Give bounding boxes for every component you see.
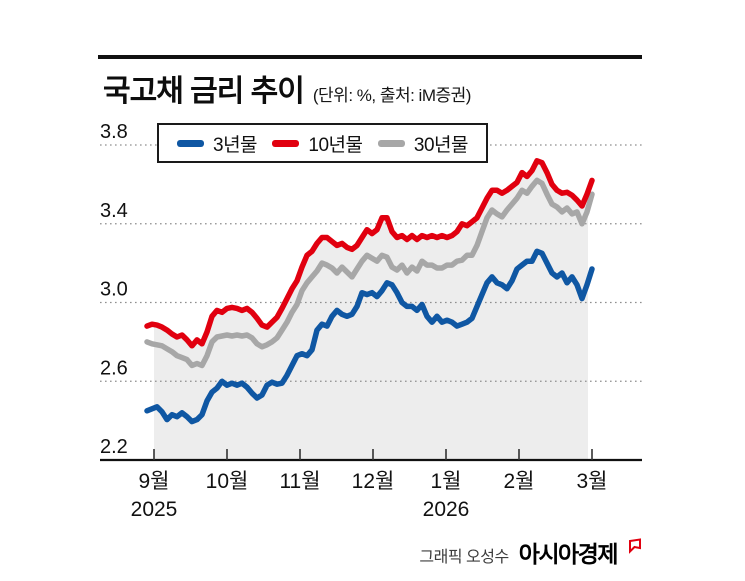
legend-item-2: 10년물 — [272, 130, 363, 157]
series-line-3년물 — [144, 248, 595, 425]
x-year-label-2026: 2026 — [423, 498, 470, 521]
legend-swatch-icon — [377, 139, 405, 147]
y-tick-label-2.6: 2.6 — [100, 357, 128, 379]
chart-subtitle: (단위: %, 출처: iM증권) — [312, 86, 472, 105]
x-tick-label-2월: 2월 — [504, 470, 535, 493]
legend-label: 3년물 — [213, 134, 258, 156]
legend-item-3: 30년물 — [377, 130, 469, 157]
x-year-label-2025: 2025 — [131, 498, 178, 521]
x-tick-label-10월: 10월 — [206, 470, 249, 493]
brand-logo: 아시아경제 — [518, 541, 619, 567]
credit-line: 그래픽 오성수 아시아경제 — [419, 535, 642, 569]
chart-title: 국고채 금리 추이 — [103, 75, 305, 108]
x-tick-label-12월: 12월 — [352, 470, 395, 493]
legend-label: 10년물 — [308, 134, 363, 156]
x-tick-label-1월: 1월 — [431, 470, 462, 493]
legend-swatch-icon — [177, 139, 204, 147]
y-tick-label-3.0: 3.0 — [100, 279, 128, 301]
credit-text: 그래픽 오성수 — [419, 549, 509, 566]
title-rule — [98, 55, 642, 59]
y-tick-label-3.8: 3.8 — [100, 121, 128, 143]
chart-legend: 3년물 10년물 30년물 — [157, 123, 488, 163]
legend-label: 30년물 — [413, 134, 469, 156]
x-tick-label-9월: 9월 — [139, 470, 170, 493]
series-line-10년물 — [144, 158, 595, 349]
y-tick-label-2.2: 2.2 — [100, 436, 128, 458]
x-tick-label-3월: 3월 — [577, 470, 608, 493]
legend-swatch-icon — [272, 139, 300, 147]
series-line-30년물 — [144, 177, 595, 369]
legend-item-1: 3년물 — [177, 130, 258, 157]
brand-mark-icon — [629, 538, 641, 554]
x-tick-label-11월: 11월 — [279, 470, 320, 493]
chart-header: 국고채 금리 추이 (단위: %, 출처: iM증권) — [103, 66, 471, 110]
y-tick-label-3.4: 3.4 — [100, 200, 128, 222]
